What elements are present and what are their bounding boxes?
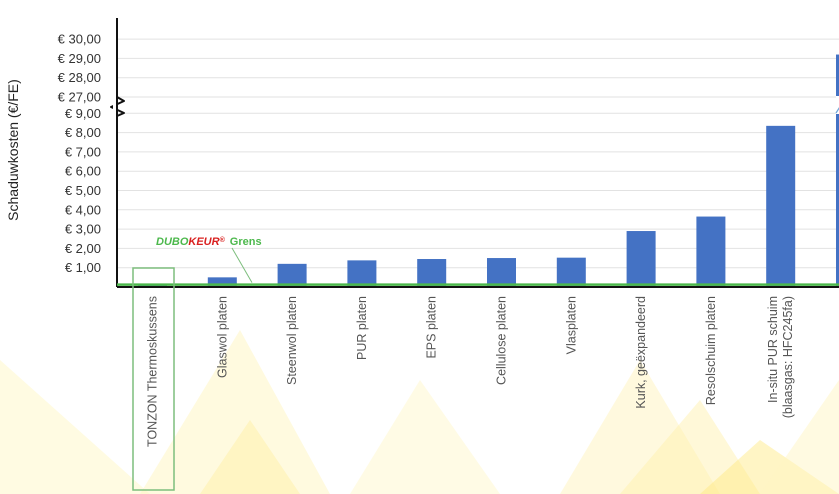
x-category-label: PUR platen [355, 296, 369, 360]
bar [207, 277, 237, 287]
x-category-label: Vlasplaten [564, 296, 578, 354]
reference-grens: Grens [227, 236, 262, 248]
x-category-label: (blaasgas: HFC245fa) [781, 296, 795, 418]
y-tick-label: € 7,00 [65, 144, 101, 159]
y-axis-break-mark [110, 96, 125, 117]
y-tick-label: € 2,00 [65, 241, 101, 256]
bar [696, 216, 726, 287]
y-tick-label: € 27,00 [58, 90, 101, 105]
reference-leader-line [231, 247, 253, 283]
x-category-label: Steenwol platen [285, 296, 299, 385]
y-tick-label: € 6,00 [65, 164, 101, 179]
bar [626, 231, 656, 287]
x-category-label: Resolschuim platen [704, 296, 718, 405]
y-tick-label: € 5,00 [65, 183, 101, 198]
y-tick-label: € 28,00 [58, 70, 101, 85]
y-tick-label: € 1,00 [65, 260, 101, 275]
x-category-label: EPS platen [425, 296, 439, 359]
highlight-box [132, 267, 175, 491]
y-tick-label: € 9,00 [65, 106, 101, 121]
x-category-label: Kurk, geëxpandeerd [634, 296, 648, 409]
bar [277, 263, 307, 287]
bars [138, 54, 839, 287]
bar-break-strip [836, 96, 839, 114]
y-tick-label: € 29,00 [58, 51, 101, 66]
y-tick-label: € 8,00 [65, 125, 101, 140]
y-tick-label: € 3,00 [65, 222, 101, 237]
bar [766, 125, 796, 287]
logo-registered: ® [220, 236, 226, 244]
logo-dubo: DUBO [156, 236, 189, 248]
grid-lines [117, 38, 839, 269]
y-tick-label: € 30,00 [58, 32, 101, 47]
y-tick-labels: € 1,00 € 2,00 € 3,00 € 4,00 € 5,00 € 6,00 € 7,… [58, 32, 101, 276]
y-axis-break-gap [113, 98, 116, 114]
x-category-labels: TONZON Thermoskussens Glaswol platen Steen… [146, 296, 796, 447]
x-category-label: In-situ PUR schuim [766, 296, 780, 403]
x-category-label: Glaswol platen [215, 296, 229, 378]
x-category-label: TONZON Thermoskussens [146, 296, 160, 447]
bar [556, 257, 586, 287]
bar-break-hatch [835, 107, 839, 114]
bar [347, 260, 377, 287]
y-axis-label: Schaduwkosten (€/FE) [5, 79, 21, 221]
logo-keur: KEUR [188, 236, 219, 248]
y-tick-label: € 4,00 [65, 202, 101, 217]
reference-label: DUBOKEUR® Grens [156, 236, 262, 248]
reference-line-group: DUBOKEUR® Grens [117, 236, 839, 286]
bar [417, 259, 447, 287]
x-category-label: Cellulose platen [495, 296, 509, 385]
bar [487, 258, 516, 287]
bar [836, 54, 839, 287]
